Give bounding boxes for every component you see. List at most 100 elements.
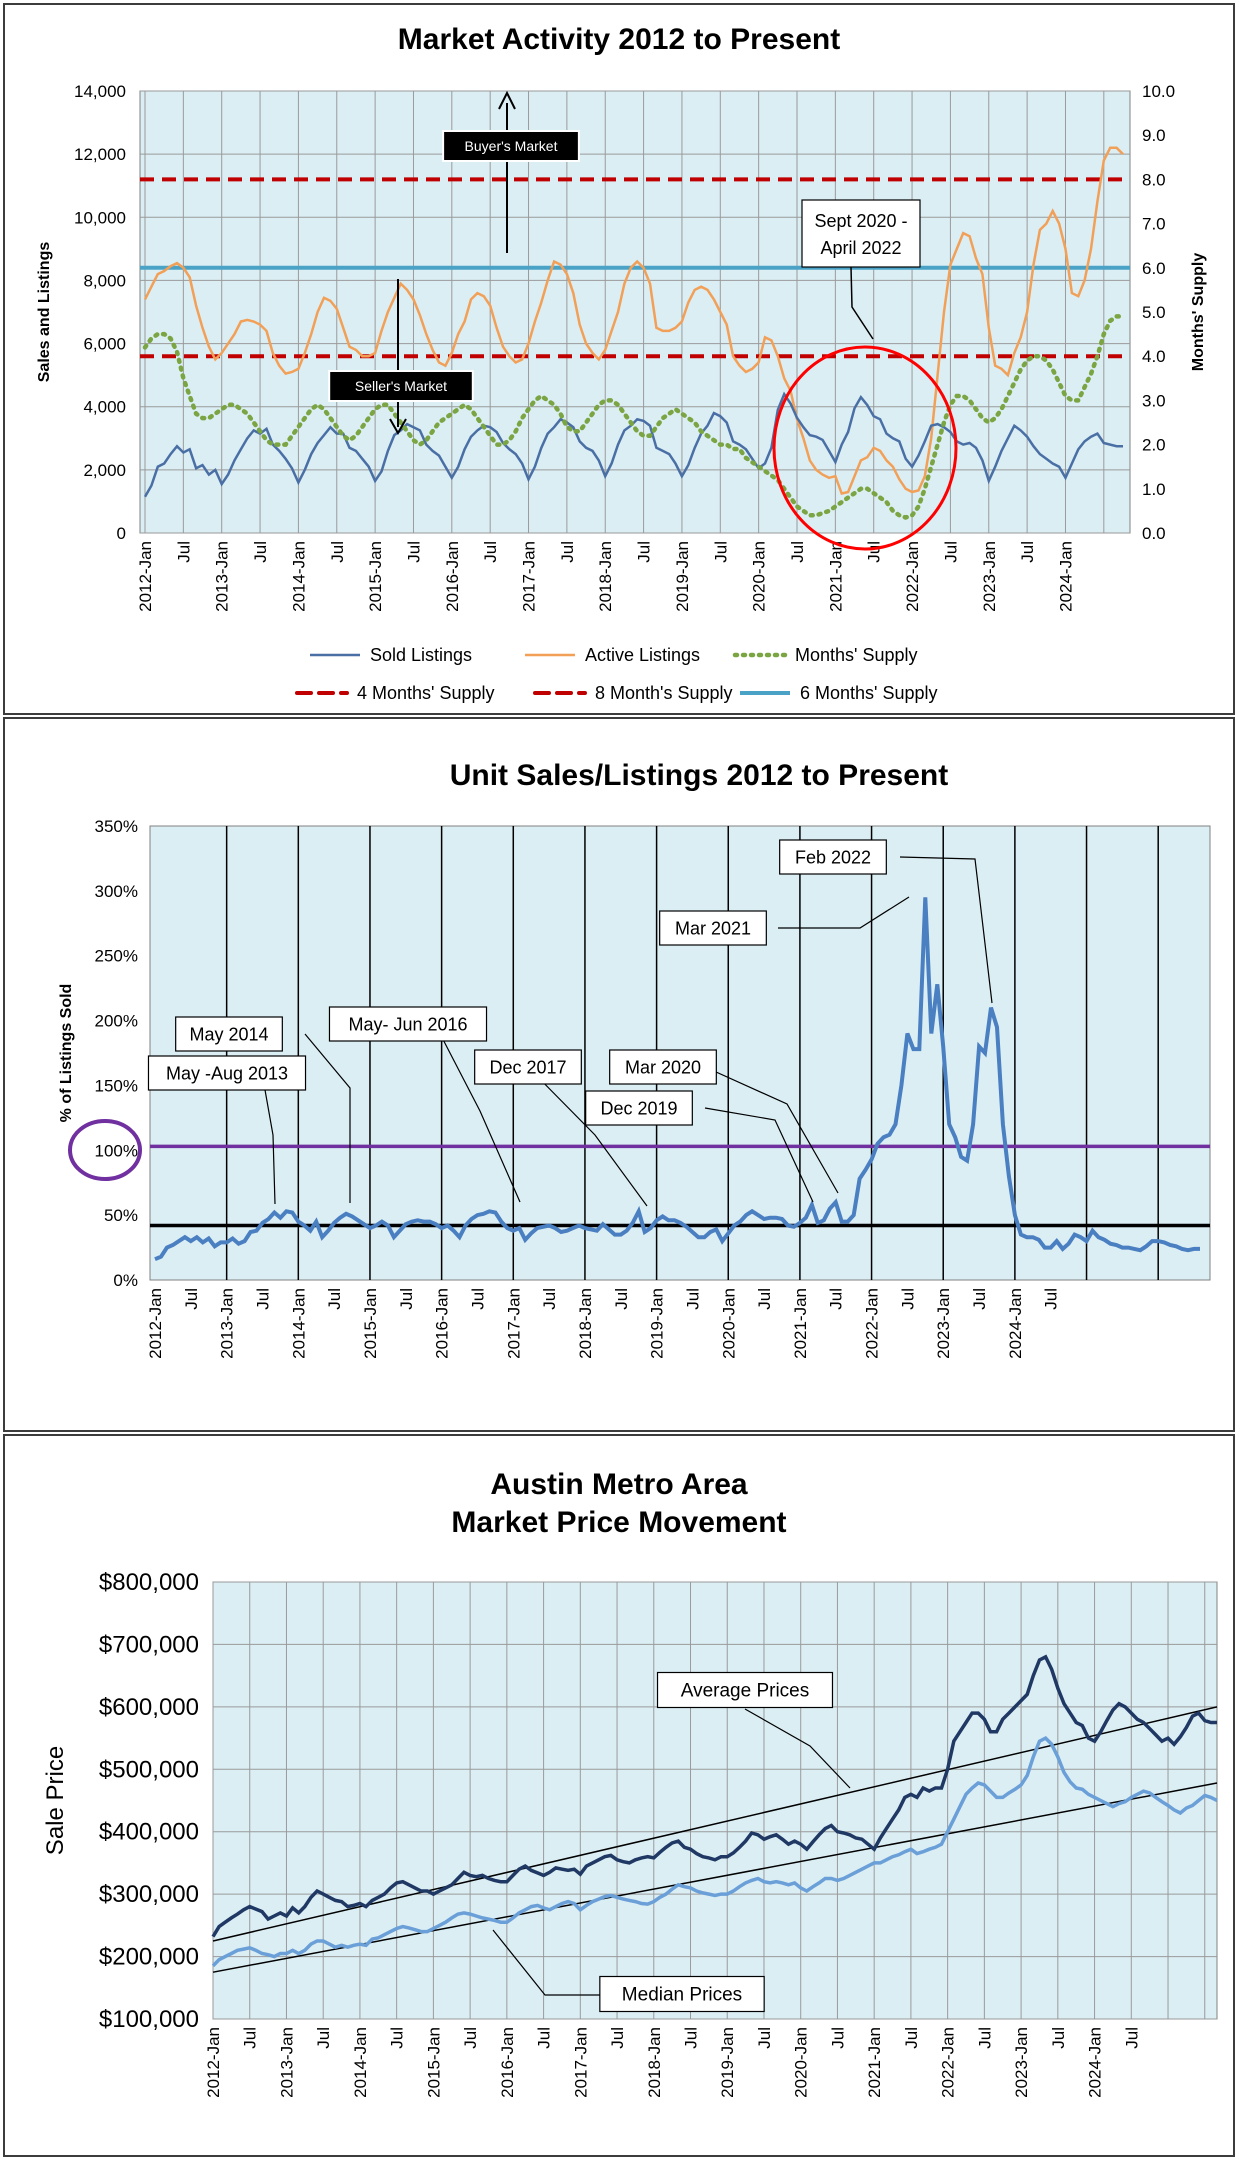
unit-sales-chart: 0% 50% 100% 150% 200% 250% 300% 350% 2012-Jan Jul… [58, 817, 1211, 1359]
highlight-callout-box [801, 199, 921, 268]
legend-sold-listings: Sold Listings [370, 645, 472, 665]
x-tick-label: 2024-Jan [1056, 541, 1075, 612]
dec-2017-label-box [474, 1049, 582, 1085]
y-tick-label: 14,000 [74, 82, 126, 101]
y2-tick-label: 1.0 [1142, 480, 1166, 499]
may-jun-2016-label: May- Jun 2016 [348, 1014, 467, 1034]
x-tick-label: 2018-Jan [576, 1288, 595, 1359]
x-tick-label: 2017-Jan [571, 2027, 590, 2098]
chart-title: Austin Metro Area [490, 1468, 748, 1501]
x-tick-label: 2024-Jan [1086, 2027, 1105, 2098]
x-tick-label: 2019-Jan [673, 541, 692, 612]
may-jun-2016-label-leader [434, 1023, 521, 1203]
x-tick-label: 2016-Jan [443, 541, 462, 612]
chart-title: Market Activity 2012 to Present [397, 23, 841, 56]
seller-arrow-head [389, 418, 407, 436]
average-prices-label-box [656, 1671, 834, 1709]
x-tick-label: Jul [683, 1288, 702, 1310]
highlight-callout-line [850, 266, 874, 340]
legend-six-month-supply: 6 Months' Supply [800, 683, 938, 703]
x-tick-label: Jul [481, 541, 500, 563]
y-tick-label: 4,000 [83, 398, 126, 417]
x-tick-label: Jul [535, 2027, 554, 2049]
y-tick-label: 12,000 [74, 145, 126, 164]
y2-tick-label: 0.0 [1142, 524, 1166, 543]
median-prices-label-box [599, 1975, 765, 2013]
x-tick-label: 2014-Jan [289, 541, 308, 612]
x-tick-label: 2022-Jan [939, 2027, 958, 2098]
may-aug-2013-label-box [147, 1055, 307, 1091]
x-tick-label: Jul [314, 2027, 333, 2049]
may-2014-label-leader [304, 1033, 351, 1203]
x-tick-label: Jul [174, 541, 193, 563]
y-axis-label: % of Listings Sold [58, 984, 75, 1123]
price-movement-chart: $100,000 $200,000 $300,000 $400,000 $500,000… [42, 1569, 1218, 2098]
x-tick-label: Jul [468, 1288, 487, 1310]
y-tick-label: 50% [104, 1206, 138, 1225]
x-tick-label: 2019-Jan [648, 1288, 667, 1359]
x-tick-label: 2012-Jan [204, 2027, 223, 2098]
price-movement-panel: Austin Metro Area Market Price Movement … [3, 1434, 1235, 2157]
y-axis-label: Sale Price [42, 1746, 69, 1855]
market-activity-panel: Market Activity 2012 to Present 0 2,000 4,… [3, 3, 1235, 715]
x-tick-label: Jul [898, 1288, 917, 1310]
x-tick-label: Jul [461, 2027, 480, 2049]
x-tick-label: Jul [608, 2027, 627, 2049]
y-tick-label: 250% [95, 947, 138, 966]
y-tick-label: 100% [95, 1141, 138, 1160]
legend-active-listings: Active Listings [585, 645, 700, 665]
x-tick-label: Jul [388, 2027, 407, 2049]
y-tick-label: $200,000 [99, 1944, 199, 1971]
chart-subtitle: Market Price Movement [451, 1506, 787, 1539]
feb-2022-label-box [779, 839, 887, 875]
y-tick-label: 300% [95, 882, 138, 901]
may-2014-label-box [175, 1016, 283, 1052]
x-tick-label: 2022-Jan [903, 541, 922, 612]
y-tick-label: $600,000 [99, 1694, 199, 1721]
x-tick-label: Jul [558, 541, 577, 563]
y-tick-label: $300,000 [99, 1881, 199, 1908]
y2-tick-label: 9.0 [1142, 126, 1166, 145]
median-prices-label: Median Prices [622, 1985, 742, 2006]
x-tick-label: 2020-Jan [792, 2027, 811, 2098]
x-tick-label: Jul [635, 541, 654, 563]
market-activity-chart: 0 2,000 4,000 6,000 8,000 10,000 12,000 14,000 0… [36, 82, 1207, 703]
y2-tick-label: 3.0 [1142, 391, 1166, 410]
x-tick-label: 2012-Jan [136, 541, 155, 612]
dec-2019-label: Dec 2019 [600, 1098, 677, 1118]
x-tick-label: 2023-Jan [934, 1288, 953, 1359]
y-tick-label: $700,000 [99, 1631, 199, 1658]
x-tick-label: 2015-Jan [361, 1288, 380, 1359]
mar-2020-label-leader [704, 1066, 839, 1194]
legend-eight-month-supply: 8 Month's Supply [595, 683, 733, 703]
sellers-market-label-box [328, 370, 474, 402]
x-tick-label: 2014-Jan [289, 1288, 308, 1359]
y-tick-label: $100,000 [99, 2006, 199, 2033]
y2-tick-label: 8.0 [1142, 170, 1166, 189]
highlight-circle [772, 345, 958, 551]
x-tick-label: Jul [1049, 2027, 1068, 2049]
sellers-market-label: Seller's Market [355, 378, 447, 394]
median-prices-line [211, 1735, 1218, 1968]
unit-sales-panel: Unit Sales/Listings 2012 to Present 0% 50… [3, 717, 1235, 1432]
mar-2021-label-box [659, 910, 767, 946]
average-prices-line [211, 1654, 1217, 1938]
x-tick-label: Jul [682, 2027, 701, 2049]
mar-2021-label-leader [778, 896, 910, 929]
mar-2021-label: Mar 2021 [675, 918, 751, 938]
buyers-market-label: Buyer's Market [465, 138, 558, 154]
dec-2019-label-box [585, 1090, 693, 1126]
x-tick-label: Jul [865, 541, 884, 563]
x-tick-label: 2021-Jan [791, 1288, 810, 1359]
x-tick-label: Jul [788, 541, 807, 563]
x-tick-label: Jul [1122, 2027, 1141, 2049]
median-trendline [212, 1782, 1218, 1973]
x-tick-label: 2014-Jan [351, 2027, 370, 2098]
y2-tick-label: 2.0 [1142, 436, 1166, 455]
x-tick-label: 2013-Jan [218, 1288, 237, 1359]
y-tick-label: 8,000 [83, 271, 126, 290]
x-tick-label: 2016-Jan [498, 2027, 517, 2098]
x-tick-label: Jul [828, 2027, 847, 2049]
x-tick-label: 2023-Jan [1012, 2027, 1031, 2098]
x-tick-label: 2018-Jan [596, 541, 615, 612]
